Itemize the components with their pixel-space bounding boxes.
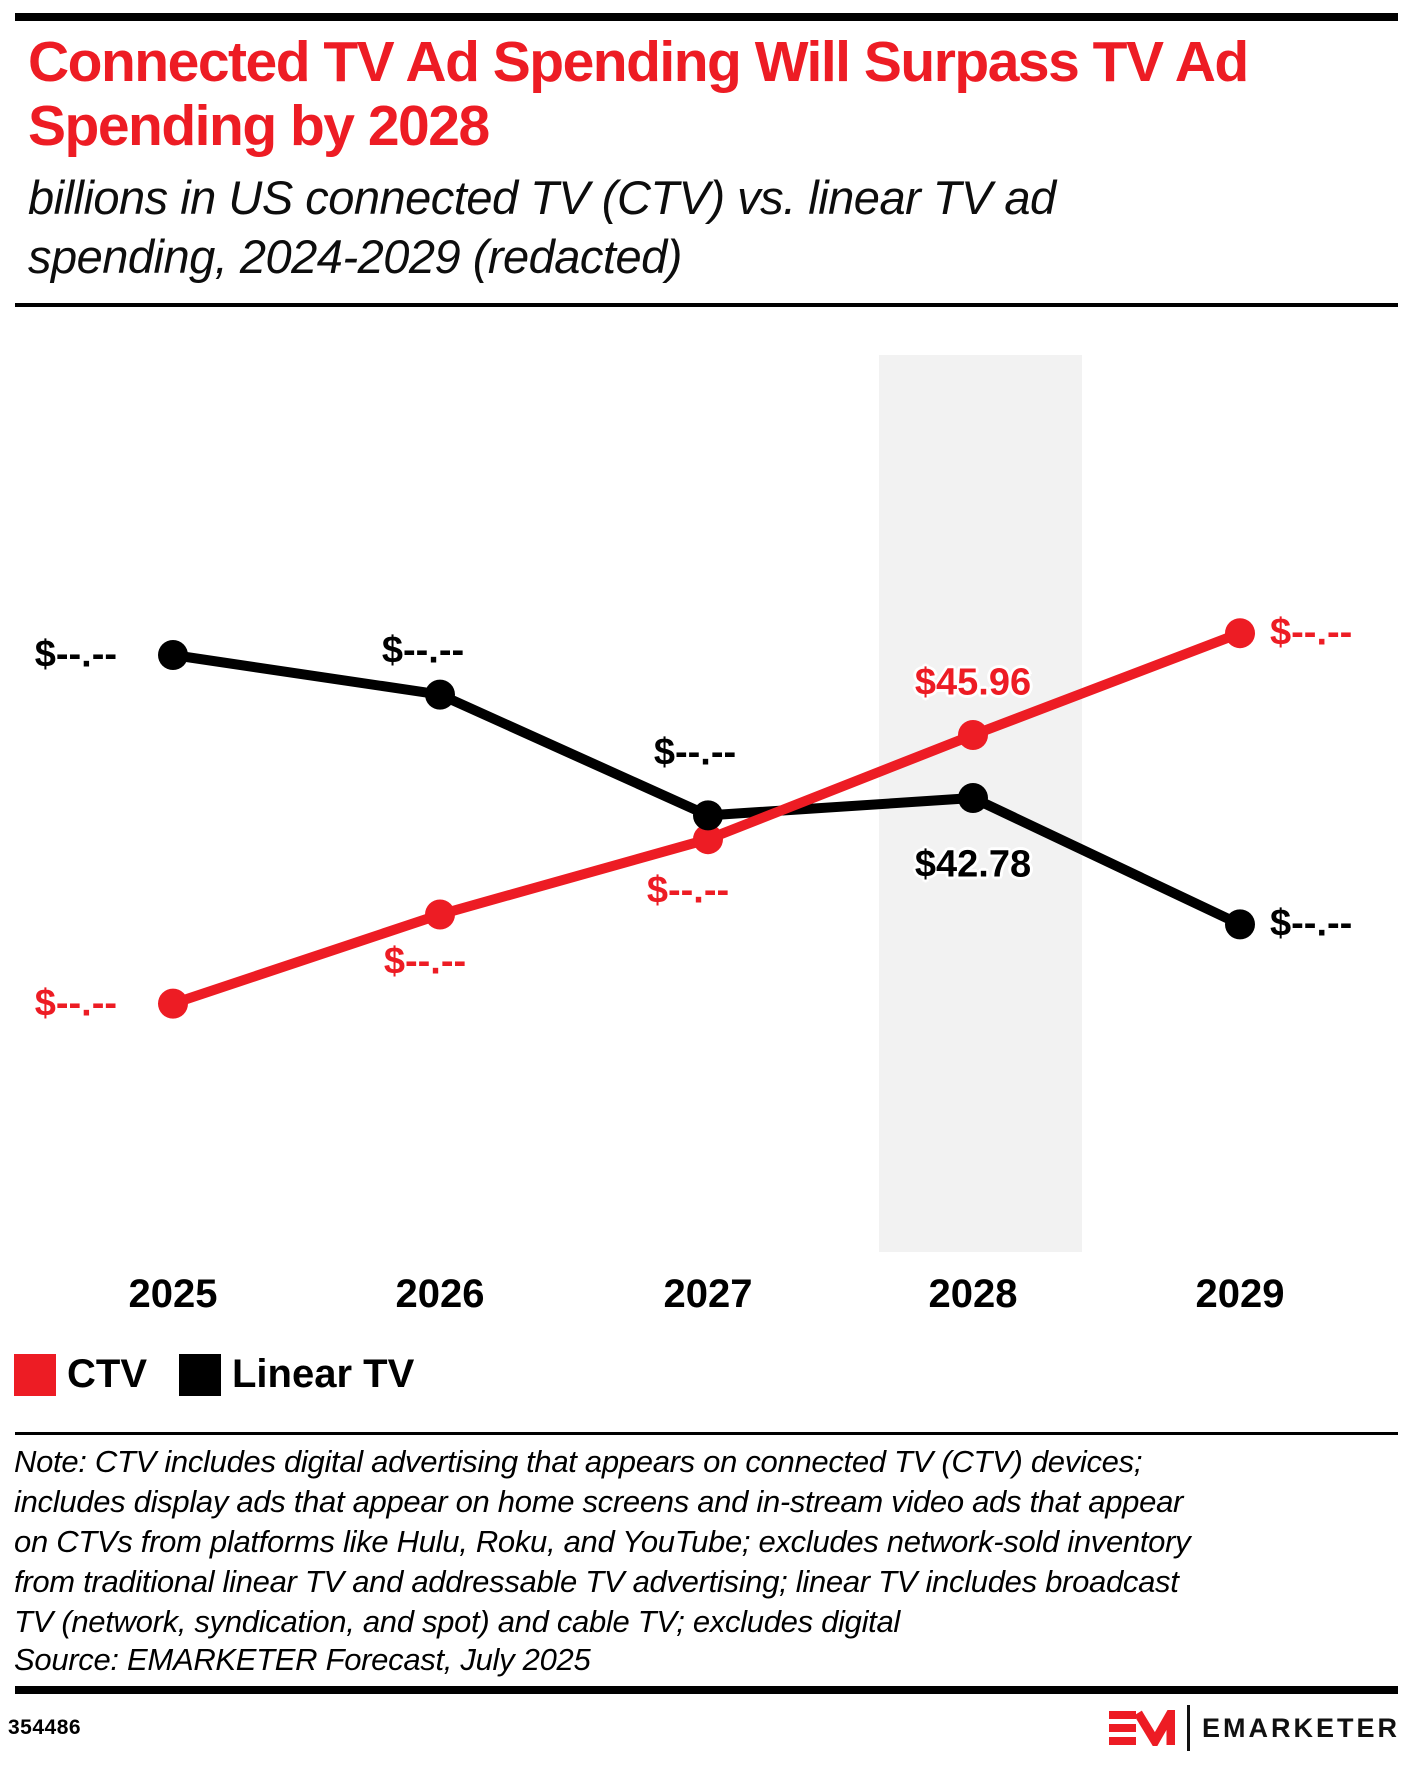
chart-title: Connected TV Ad Spending Will Surpass TV… [28,30,1249,158]
chart-title-line-1: Connected TV Ad Spending Will Surpass TV… [28,30,1249,94]
ctv-point-2028 [958,720,988,750]
legend-label-linear-tv: Linear TV [232,1352,415,1396]
note-line-1: Note: CTV includes digital advertising t… [14,1444,1143,1479]
chart-title-line-2: Spending by 2028 [28,94,490,158]
linear-tv-point-2029 [1225,909,1255,940]
ctv-point-2026 [425,899,455,930]
linear-tv-point-2026 [425,679,455,710]
emarketer-em-icon [1108,1710,1175,1746]
top-accent-bar [15,13,1398,21]
emarketer-logo: EMARKETER [1108,1704,1400,1752]
legend-label-ctv: CTV [67,1352,147,1396]
chart-subtitle: billions in US connected TV (CTV) vs. li… [28,168,1056,286]
note-line-5: TV (network, syndication, and spot) and … [14,1604,900,1639]
logo-separator [1186,1705,1190,1751]
note-line-2: includes display ads that appear on home… [14,1484,1184,1519]
source-line: Source: EMARKETER Forecast, July 2025 [14,1642,591,1677]
ctv-point-2027 [693,824,723,855]
linear-tv-point-2025 [158,640,188,670]
legend: CTV Linear TV [14,1352,414,1397]
legend-swatch-ctv [14,1353,56,1396]
note-line-3: on CTVs from platforms like Hulu, Roku, … [14,1524,1191,1559]
linear-tv-point-2027 [693,800,723,831]
ctv-point-2029 [1225,618,1255,649]
footer-divider-bar [15,1686,1398,1694]
chart-id: 354486 [8,1716,82,1739]
header-divider [15,303,1398,307]
ctv-point-2025 [158,988,188,1019]
note-text: Note: CTV includes digital advertising t… [14,1442,1191,1642]
note-line-4: from traditional linear TV and addressab… [14,1564,1179,1599]
chart-subtitle-line-1: billions in US connected TV (CTV) vs. li… [28,171,1056,224]
note-divider [15,1432,1398,1435]
linear-tv-point-2028 [958,783,988,813]
emarketer-wordmark: EMARKETER [1201,1712,1400,1743]
chart-subtitle-line-2: spending, 2024-2029 (redacted) [28,230,682,283]
legend-swatch-linear-tv [179,1353,221,1396]
